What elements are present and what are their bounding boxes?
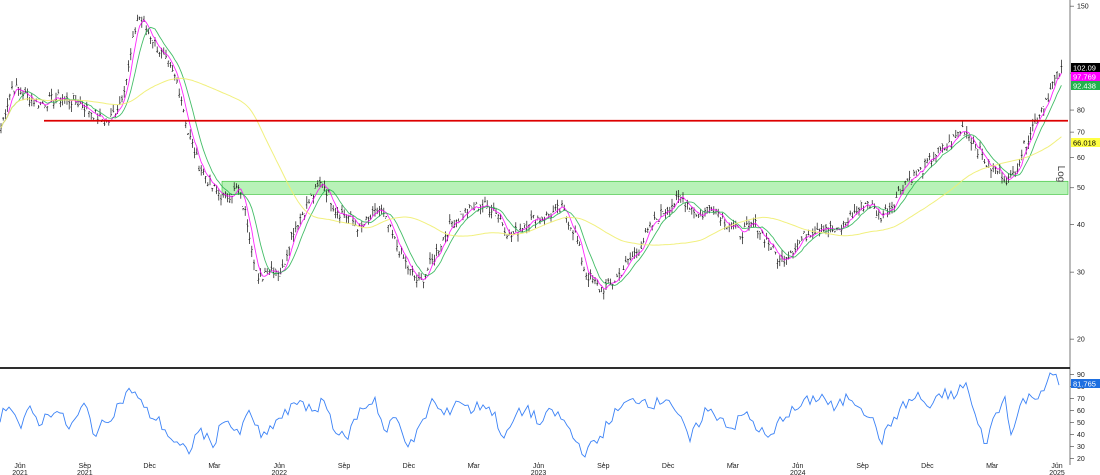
y-tick-label: 40 <box>1077 222 1085 229</box>
y-tick-label: 60 <box>1077 155 1085 162</box>
x-year-label: 2021 <box>12 470 28 475</box>
moving-average-line <box>0 19 1062 290</box>
x-tick-label: Dec <box>662 463 675 470</box>
osc-tick-label: 50 <box>1077 420 1085 427</box>
price-panel: Log <box>0 14 1069 300</box>
moving-average-line <box>0 77 1062 246</box>
oscillator-axis-ticks: 203040506070809081.765 <box>1070 372 1100 463</box>
x-tick-label: Sep <box>338 463 351 470</box>
value-tag-label: 92.438 <box>1073 82 1096 91</box>
x-tick-label: Jun <box>533 463 544 470</box>
osc-tick-label: 60 <box>1077 408 1085 415</box>
x-tick-label: Sep <box>856 463 869 470</box>
x-tick-label: Sep <box>79 463 92 470</box>
y-tick-label: 20 <box>1077 337 1085 344</box>
x-year-label: 2021 <box>77 470 93 475</box>
oscillator-line <box>0 372 1060 458</box>
x-tick-label: Dec <box>143 463 156 470</box>
osc-tick-label: 40 <box>1077 432 1085 439</box>
x-tick-label: Mar <box>727 463 740 470</box>
y-tick-label: 150 <box>1077 4 1089 11</box>
log-axis-label: Log <box>1055 166 1066 183</box>
value-tag-label: 66.018 <box>1073 139 1096 148</box>
x-tick-label: Jun <box>14 463 25 470</box>
y-tick-label: 80 <box>1077 108 1085 115</box>
support-band <box>221 180 1069 195</box>
value-tag-label: 97.769 <box>1073 73 1096 82</box>
osc-tick-label: 30 <box>1077 444 1085 451</box>
x-year-label: 2024 <box>790 470 806 475</box>
y-tick-label: 30 <box>1077 270 1085 277</box>
y-tick-label: 50 <box>1077 185 1085 192</box>
x-tick-label: Mar <box>986 463 999 470</box>
osc-tick-label: 20 <box>1077 456 1085 463</box>
oscillator-panel <box>0 372 1060 458</box>
value-tag-bg <box>1071 81 1100 90</box>
osc-tick-label: 70 <box>1077 396 1085 403</box>
value-tag-bg <box>1071 138 1100 147</box>
x-tick-label: Jun <box>274 463 285 470</box>
x-tick-label: Mar <box>468 463 481 470</box>
x-tick-label: Jun <box>792 463 803 470</box>
value-tag-bg <box>1071 63 1100 72</box>
osc-value-tag-label: 81.765 <box>1073 380 1096 389</box>
moving-average-lines <box>0 19 1062 290</box>
x-year-label: 2025 <box>1049 470 1065 475</box>
moving-average-line <box>0 26 1062 286</box>
osc-value-tag-bg <box>1071 379 1100 388</box>
x-year-label: 2023 <box>531 470 547 475</box>
osc-tick-label: 90 <box>1077 372 1085 379</box>
value-tag-bg <box>1071 72 1100 81</box>
x-year-label: 2022 <box>271 470 287 475</box>
x-tick-label: Dec <box>921 463 934 470</box>
value-tag-label: 102.09 <box>1073 64 1096 73</box>
x-tick-label: Dec <box>403 463 416 470</box>
x-tick-label: Jun <box>1051 463 1062 470</box>
x-tick-label: Mar <box>208 463 221 470</box>
y-tick-label: 70 <box>1077 130 1085 137</box>
x-tick-label: Sep <box>597 463 610 470</box>
